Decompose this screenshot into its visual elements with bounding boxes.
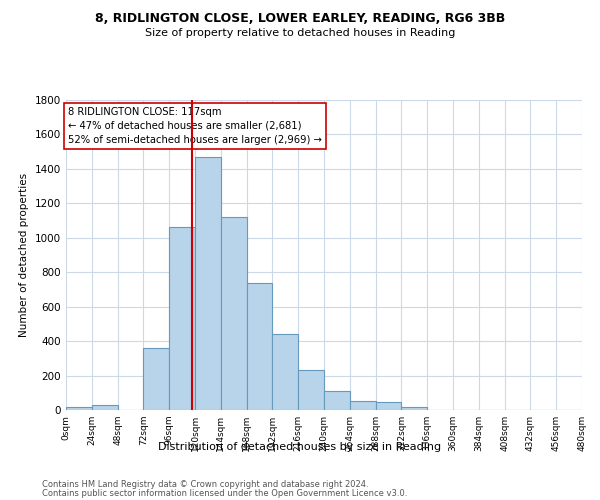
- Text: 8, RIDLINGTON CLOSE, LOWER EARLEY, READING, RG6 3BB: 8, RIDLINGTON CLOSE, LOWER EARLEY, READI…: [95, 12, 505, 26]
- Bar: [272, 334, 298, 410]
- Bar: [221, 217, 247, 410]
- Bar: [169, 228, 195, 410]
- Bar: [92, 405, 118, 410]
- Text: 8 RIDLINGTON CLOSE: 117sqm
← 47% of detached houses are smaller (2,681)
52% of s: 8 RIDLINGTON CLOSE: 117sqm ← 47% of deta…: [68, 107, 322, 145]
- Bar: [401, 406, 427, 410]
- Bar: [66, 408, 92, 410]
- Text: Contains HM Land Registry data © Crown copyright and database right 2024.: Contains HM Land Registry data © Crown c…: [42, 480, 368, 489]
- Text: Contains public sector information licensed under the Open Government Licence v3: Contains public sector information licen…: [42, 489, 407, 498]
- Bar: [247, 282, 272, 410]
- Bar: [376, 402, 401, 410]
- Bar: [195, 157, 221, 410]
- Bar: [143, 348, 169, 410]
- Text: Size of property relative to detached houses in Reading: Size of property relative to detached ho…: [145, 28, 455, 38]
- Text: Distribution of detached houses by size in Reading: Distribution of detached houses by size …: [158, 442, 442, 452]
- Bar: [298, 370, 324, 410]
- Y-axis label: Number of detached properties: Number of detached properties: [19, 173, 29, 337]
- Bar: [324, 391, 350, 410]
- Bar: [350, 400, 376, 410]
